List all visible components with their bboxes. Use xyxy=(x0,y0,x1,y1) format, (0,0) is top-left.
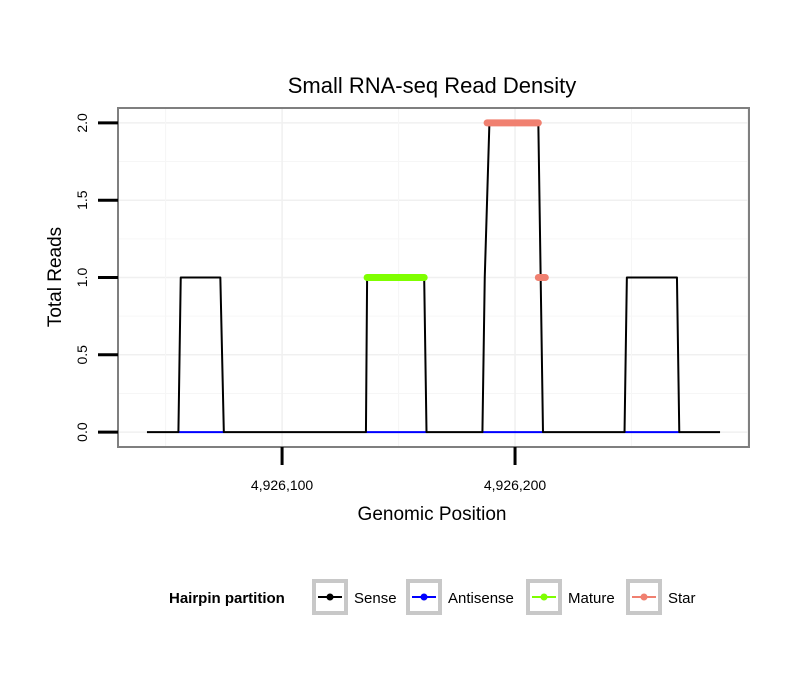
x-axis: 4,926,100 4,926,200 xyxy=(251,447,546,493)
legend-label-star: Star xyxy=(668,590,696,607)
x-tick-label: 4,926,200 xyxy=(484,477,546,493)
legend-item-sense: Sense xyxy=(312,579,397,615)
y-axis: 0.0 0.5 1.0 1.5 2.0 xyxy=(74,113,118,442)
y-tick-label: 0.5 xyxy=(74,345,90,365)
legend-item-antisense: Antisense xyxy=(406,579,514,615)
legend-key-point xyxy=(326,593,334,601)
legend: Hairpin partition Sense Antisense Mature St… xyxy=(169,579,696,615)
chart-title: Small RNA-seq Read Density xyxy=(288,73,577,98)
legend-key-point xyxy=(420,593,428,601)
legend-title: Hairpin partition xyxy=(169,590,285,607)
legend-label-antisense: Antisense xyxy=(448,590,514,607)
series-sense-line xyxy=(146,121,721,434)
y-tick-label: 0.0 xyxy=(74,422,90,442)
y-tick-label: 2.0 xyxy=(74,113,90,133)
legend-key-point xyxy=(540,593,548,601)
y-tick-label: 1.0 xyxy=(74,268,90,288)
legend-key-point xyxy=(640,593,648,601)
legend-item-mature: Mature xyxy=(526,579,615,615)
legend-label-mature: Mature xyxy=(568,590,615,607)
x-tick-label: 4,926,100 xyxy=(251,477,313,493)
y-tick-label: 1.5 xyxy=(74,190,90,210)
legend-item-star: Star xyxy=(626,579,696,615)
series-star xyxy=(483,119,549,281)
series-sense xyxy=(146,121,721,434)
y-axis-title: Total Reads xyxy=(45,227,66,327)
x-axis-title: Genomic Position xyxy=(358,504,507,525)
series-layer xyxy=(146,119,721,434)
legend-label-sense: Sense xyxy=(354,590,397,607)
